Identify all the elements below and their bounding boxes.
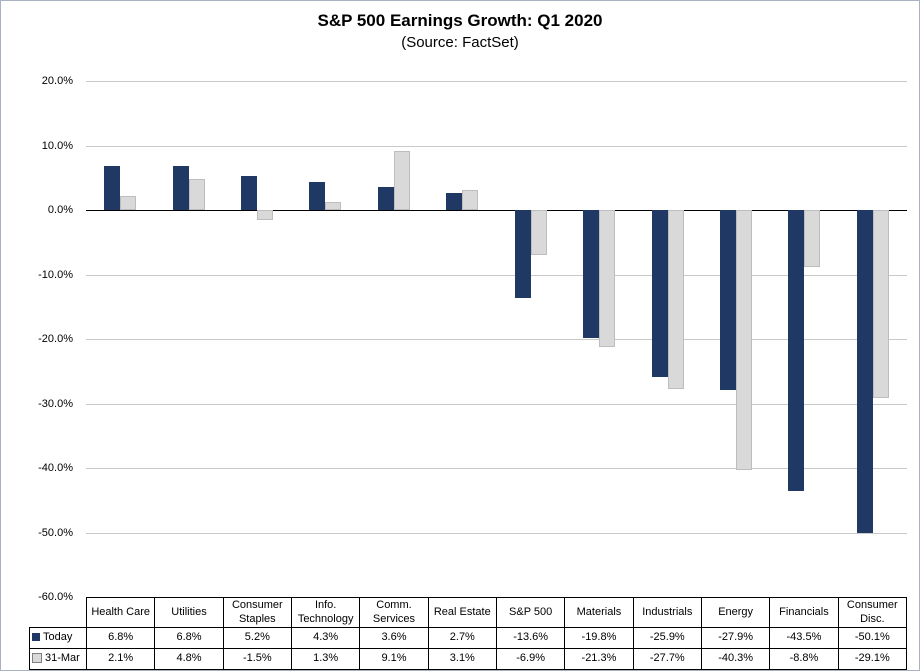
bar-today-industrials	[651, 210, 668, 378]
y-axis-tick-label: -40.0%	[38, 462, 73, 474]
gridline	[86, 532, 907, 534]
bar-31-mar-consumer-staples	[257, 210, 274, 220]
value-cell-31-mar-utilities: 4.8%	[154, 648, 224, 670]
gridline	[86, 339, 907, 340]
category-header: Info. Technology	[290, 597, 361, 628]
value-cell-31-mar-consumer-staples: -1.5%	[222, 648, 292, 670]
value-cell-31-mar-consumer-disc: -29.1%	[837, 648, 908, 670]
bar-today-materials	[583, 210, 600, 338]
gridline	[86, 145, 907, 147]
bar-31-mar-materials	[599, 210, 616, 348]
value-cell-31-mar-financials: -8.8%	[769, 648, 839, 670]
bar-31-mar-info-technology	[325, 201, 342, 210]
category-header: Materials	[564, 597, 634, 628]
bar-today-financials	[788, 210, 805, 491]
bar-31-mar-industrials	[667, 210, 684, 389]
category-header: Health Care	[85, 597, 156, 628]
bar-31-mar-energy	[735, 210, 752, 470]
value-cell-today-comm-services: 3.6%	[359, 627, 429, 649]
category-header: Utilities	[154, 597, 224, 628]
legend-label: Today	[43, 631, 73, 644]
data-table: Health Care Utilities Consumer Staples Info…	[29, 597, 908, 670]
value-cell-31-mar-real-estate: 3.1%	[427, 648, 497, 670]
value-cell-today-real-estate: 2.7%	[427, 627, 497, 649]
value-cell-today-consumer-disc: -50.1%	[837, 627, 908, 649]
table-data-row: Today 6.8% 6.8% 5.2% 4.3% 3.6% 2.7% -13.6% -19.8…	[29, 627, 908, 649]
value-cell-31-mar-energy: -40.3%	[700, 648, 771, 670]
category-header: Energy	[700, 597, 771, 628]
bar-today-info-technology	[309, 182, 326, 210]
legend-cell: 31-Mar	[29, 648, 87, 670]
value-cell-today-info-technology: 4.3%	[290, 627, 361, 649]
value-cell-today-materials: -19.8%	[564, 627, 634, 649]
bar-31-mar-real-estate	[462, 190, 479, 210]
value-cell-31-mar-health-care: 2.1%	[85, 648, 156, 670]
bar-31-mar-s-p-500	[530, 210, 547, 255]
plot-area	[86, 81, 907, 598]
value-cell-today-consumer-staples: 5.2%	[222, 627, 292, 649]
bar-today-utilities	[172, 166, 189, 210]
chart-subtitle: (Source: FactSet)	[401, 34, 519, 51]
table-header-row: Health Care Utilities Consumer Staples Info…	[30, 597, 908, 628]
category-header: Industrials	[632, 597, 702, 628]
bar-today-s-p-500	[514, 210, 531, 298]
value-cell-31-mar-info-technology: 1.3%	[290, 648, 361, 670]
legend-swatch-today	[32, 633, 40, 642]
y-axis-tick-label: -20.0%	[38, 333, 73, 345]
value-cell-31-mar-comm-services: 9.1%	[359, 648, 429, 670]
bar-31-mar-utilities	[188, 179, 205, 210]
category-header: Real Estate	[427, 597, 497, 628]
legend-cell: Today	[29, 627, 87, 649]
chart-title: S&P 500 Earnings Growth: Q1 2020	[317, 11, 603, 30]
y-axis-tick-label: -10.0%	[38, 268, 73, 281]
bar-today-health-care	[104, 166, 121, 210]
table-corner-blank	[30, 598, 87, 628]
zero-axis-line	[86, 210, 907, 211]
value-cell-today-s-p-500: -13.6%	[495, 627, 566, 649]
value-cell-today-utilities: 6.8%	[154, 627, 224, 649]
table-data-row: 31-Mar 2.1% 4.8% -1.5% 1.3% 9.1% 3.1% -6.9% -21.…	[29, 648, 908, 670]
bar-31-mar-consumer-disc	[872, 210, 889, 398]
y-axis-tick-label: -50.0%	[38, 526, 73, 539]
value-cell-31-mar-industrials: -27.7%	[632, 648, 702, 670]
y-axis-tick-label: 0.0%	[47, 204, 73, 216]
value-cell-today-industrials: -25.9%	[632, 627, 702, 649]
category-header: Comm. Services	[359, 597, 429, 628]
gridline	[86, 274, 907, 276]
y-axis-tick-label: -30.0%	[38, 397, 73, 410]
value-cell-today-health-care: 6.8%	[85, 627, 156, 649]
bar-today-comm-services	[377, 186, 394, 210]
y-axis-tick-label: -60.0%	[38, 591, 73, 603]
bar-31-mar-health-care	[120, 196, 137, 210]
value-cell-today-energy: -27.9%	[700, 627, 771, 649]
legend-label: 31-Mar	[45, 652, 80, 665]
bar-31-mar-comm-services	[393, 151, 410, 210]
category-header: Consumer Staples	[222, 597, 292, 628]
y-axis-tick-label: 10.0%	[41, 139, 73, 152]
y-axis-tick-labels: 20.0% 10.0% 0.0% -10.0% -20.0% -30.0% -40.0% -5…	[1, 1, 80, 670]
bar-today-energy	[719, 210, 736, 390]
gridline	[86, 81, 907, 82]
value-cell-31-mar-s-p-500: -6.9%	[495, 648, 566, 670]
bar-today-consumer-staples	[241, 176, 258, 210]
value-cell-today-financials: -43.5%	[769, 627, 839, 649]
value-cell-31-mar-materials: -21.3%	[564, 648, 634, 670]
y-axis-tick-label: 20.0%	[41, 75, 73, 87]
category-header: Consumer Disc.	[837, 597, 908, 628]
category-header: S&P 500	[495, 597, 566, 628]
bar-31-mar-financials	[804, 210, 821, 267]
legend-swatch-31-mar	[32, 653, 42, 664]
bar-today-consumer-disc	[856, 210, 873, 534]
category-header: Financials	[769, 597, 839, 628]
gridline	[86, 468, 907, 469]
gridline	[86, 403, 907, 405]
bar-today-real-estate	[446, 192, 463, 210]
